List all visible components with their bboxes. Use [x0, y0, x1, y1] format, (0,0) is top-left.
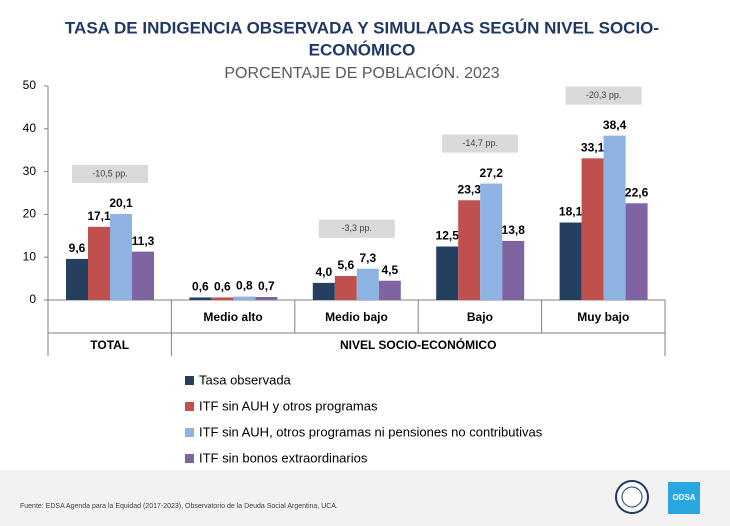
category-label: Medio alto [203, 310, 262, 324]
bar [603, 135, 626, 300]
chart-title: ECONÓMICO [309, 40, 416, 59]
category-label: TOTAL [90, 338, 129, 352]
value-label: 27,2 [480, 166, 504, 180]
footer-band [0, 470, 730, 526]
bar [88, 226, 110, 300]
bar [189, 297, 212, 300]
category-label: Muy bajo [577, 310, 629, 324]
bar [458, 200, 481, 300]
y-tick-label: 50 [23, 78, 37, 92]
value-label: 5,6 [337, 258, 354, 272]
bar [110, 213, 132, 300]
bar [581, 158, 604, 300]
annotation-box [72, 164, 148, 183]
value-label: 0,7 [258, 279, 275, 293]
annotation-box [442, 134, 519, 153]
bar [378, 280, 401, 300]
bar [233, 296, 256, 300]
value-label: 33,1 [581, 141, 605, 155]
legend-swatch [185, 428, 194, 437]
legend-swatch [185, 376, 194, 385]
y-tick-label: 0 [29, 292, 36, 306]
value-label: 7,3 [359, 251, 376, 265]
value-label: 4,5 [381, 263, 398, 277]
value-label: 0,6 [214, 280, 231, 294]
y-tick-label: 40 [23, 121, 37, 135]
bar [334, 276, 357, 300]
bar [559, 222, 582, 300]
bar [66, 258, 88, 300]
bar [132, 251, 154, 300]
category-label: Medio bajo [325, 310, 388, 324]
bar [255, 297, 278, 300]
category-label: Bajo [467, 310, 493, 324]
chart-subtitle: PORCENTAJE DE POBLACIÓN. 2023 [224, 63, 499, 82]
value-label: 22,6 [625, 185, 649, 199]
odsa-logo-text: ODSA [672, 493, 695, 502]
bar [312, 282, 335, 300]
odsa-logo [668, 482, 700, 514]
value-label: 9,6 [69, 241, 86, 255]
annotation: -3,3 pp. [342, 223, 373, 233]
value-label: 12,5 [436, 229, 460, 243]
value-label: 18,1 [559, 205, 583, 219]
bar [480, 183, 503, 300]
bar [211, 297, 234, 300]
annotation-box [318, 219, 395, 238]
y-tick-label: 10 [23, 249, 37, 263]
legend-label: ITF sin bonos extraordinarios [199, 450, 368, 465]
annotation: -20,3 pp. [586, 90, 622, 100]
uca-logo-inner [621, 486, 643, 508]
group-label: NIVEL SOCIO-ECONÓMICO [340, 337, 496, 352]
chart-title: TASA DE INDIGENCIA OBSERVADA Y SIMULADAS… [65, 18, 659, 37]
value-label: 23,3 [458, 182, 482, 196]
value-label: 4,0 [315, 265, 332, 279]
bar [502, 240, 525, 300]
legend-label: ITF sin AUH, otros programas ni pensione… [199, 424, 543, 439]
uca-logo [615, 480, 649, 514]
value-label: 13,8 [502, 223, 526, 237]
value-label: 17,1 [87, 209, 111, 223]
annotation: -10,5 pp. [92, 168, 128, 178]
legend-swatch [185, 454, 194, 463]
bar [436, 246, 459, 300]
annotation: -14,7 pp. [462, 138, 498, 148]
value-label: 38,4 [603, 118, 627, 132]
legend-swatch [185, 402, 194, 411]
bar [625, 203, 648, 300]
annotation-box [565, 86, 642, 105]
source: Fuente: EDSA Agenda para la Equidad (201… [20, 503, 338, 510]
legend-label: ITF sin AUH y otros programas [199, 398, 378, 413]
y-tick-label: 30 [23, 164, 37, 178]
value-label: 20,1 [109, 196, 133, 210]
value-label: 0,8 [236, 279, 253, 293]
bar [356, 268, 379, 300]
value-label: 0,6 [192, 280, 209, 294]
value-label: 11,3 [132, 234, 155, 248]
y-tick-label: 20 [23, 207, 37, 221]
legend-label: Tasa observada [199, 372, 292, 387]
